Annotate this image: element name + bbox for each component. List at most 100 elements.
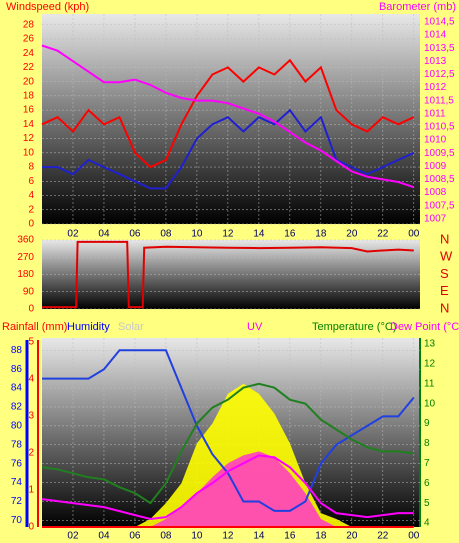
y2-tick-label: 1007,5 xyxy=(424,200,455,211)
uv-title: UV xyxy=(247,321,263,333)
y2-tick-label: N xyxy=(440,300,449,315)
y-tick-label: 180 xyxy=(17,269,34,280)
y2-tick-label: 6 xyxy=(424,478,430,489)
y-tick-label: 10 xyxy=(23,147,35,158)
x-tick-label: 20 xyxy=(346,531,358,542)
x-tick-label: 08 xyxy=(160,531,172,542)
y2-tick-label: 1013,5 xyxy=(424,43,455,54)
y-tick-label: 28 xyxy=(23,19,35,30)
x-tick-label: 02 xyxy=(67,229,79,240)
x-tick-label: 06 xyxy=(129,531,141,542)
y-tick-label: 76 xyxy=(11,458,23,469)
y3-tick-label: 2 xyxy=(28,448,34,459)
dewpoint-title: Dew Point (°C xyxy=(390,321,459,333)
y-tick-label: 18 xyxy=(23,91,35,102)
series-area xyxy=(42,451,414,527)
y-tick-label: 4 xyxy=(28,190,34,201)
y2-axis-title: Barometer (mb) xyxy=(379,1,456,13)
y2-tick-label: 1011,5 xyxy=(424,95,454,106)
y-axis-title: Windspeed (kph) xyxy=(6,1,89,13)
rain-title: Rainfall (mm) xyxy=(2,321,67,333)
y-tick-label: 82 xyxy=(11,402,23,413)
y-tick-label: 0 xyxy=(28,304,34,315)
x-tick-label: 10 xyxy=(191,229,203,240)
y-tick-label: 22 xyxy=(23,62,35,73)
y-tick-label: 74 xyxy=(11,477,23,488)
y-tick-label: 72 xyxy=(11,496,23,507)
y3-tick-label: 0 xyxy=(28,522,34,533)
x-tick-label: 22 xyxy=(377,229,389,240)
y2-tick-label: 1013 xyxy=(424,56,447,67)
x-tick-label: 18 xyxy=(315,531,327,542)
y-tick-label: 14 xyxy=(23,119,35,130)
y-tick-label: 270 xyxy=(17,252,34,263)
y-tick-label: 12 xyxy=(23,133,35,144)
x-tick-label: 16 xyxy=(284,229,296,240)
y2-tick-label: E xyxy=(440,283,449,298)
y-tick-label: 24 xyxy=(23,48,35,59)
x-tick-label: 16 xyxy=(284,531,296,542)
y-tick-label: 2 xyxy=(28,204,34,215)
solar-title: Solar xyxy=(118,321,144,333)
series-line xyxy=(41,58,415,169)
y3-tick-label: 4 xyxy=(28,373,34,384)
y-tick-label: 84 xyxy=(11,383,23,394)
humidity-title: Humidity xyxy=(67,321,110,333)
y-tick-label: 6 xyxy=(28,176,34,187)
y2-tick-label: 1008 xyxy=(424,187,447,198)
x-tick-label: 14 xyxy=(253,531,265,542)
y2-tick-label: 4 xyxy=(424,518,430,529)
y-tick-label: 86 xyxy=(11,364,23,375)
y-tick-label: 8 xyxy=(28,162,34,173)
x-tick-label: 14 xyxy=(253,229,265,240)
y2-tick-label: S xyxy=(440,266,449,281)
series-line xyxy=(41,44,415,189)
y2-tick-label: W xyxy=(440,249,453,264)
x-tick-label: 18 xyxy=(315,229,327,240)
y2-tick-label: 1014 xyxy=(424,30,447,41)
temperature-title: Temperature (°C) xyxy=(312,321,396,333)
y-tick-label: 20 xyxy=(23,76,35,87)
x-tick-label: 10 xyxy=(191,531,203,542)
y2-tick-label: 1012,5 xyxy=(424,69,455,80)
x-tick-label: 04 xyxy=(98,229,110,240)
y3-tick-label: 1 xyxy=(28,485,34,496)
series-line xyxy=(41,382,414,505)
y2-tick-label: 11 xyxy=(424,378,435,389)
y2-tick-label: 8 xyxy=(424,438,430,449)
y2-tick-label: 1010,5 xyxy=(424,122,455,133)
x-tick-label: 22 xyxy=(377,531,389,542)
y2-tick-label: 10 xyxy=(424,398,436,409)
y-tick-label: 0 xyxy=(28,219,34,230)
y-tick-label: 16 xyxy=(23,105,35,116)
x-tick-label: 08 xyxy=(160,229,172,240)
y2-tick-label: 9 xyxy=(424,418,430,429)
y2-tick-label: 1011 xyxy=(424,108,446,119)
series-line xyxy=(42,240,414,309)
x-tick-label: 12 xyxy=(222,531,234,542)
series-line xyxy=(42,108,415,190)
y2-tick-label: 1014,5 xyxy=(424,17,455,28)
y-tick-label: 80 xyxy=(11,421,23,432)
y2-tick-label: 13 xyxy=(424,339,436,350)
y2-tick-label: 1008,5 xyxy=(424,174,455,185)
series-line xyxy=(42,349,415,512)
y2-tick-label: 7 xyxy=(424,458,430,469)
y2-tick-label: 1009 xyxy=(424,161,447,172)
y-tick-label: 90 xyxy=(23,286,35,297)
x-tick-label: 06 xyxy=(129,229,141,240)
x-tick-label: 02 xyxy=(67,531,79,542)
y2-tick-label: 1009,5 xyxy=(424,148,455,159)
y2-tick-label: 1012 xyxy=(424,82,447,93)
y-tick-label: 360 xyxy=(17,235,34,246)
y2-tick-label: 5 xyxy=(424,498,430,509)
y-tick-label: 26 xyxy=(23,34,35,45)
x-tick-label: 00 xyxy=(408,531,420,542)
y3-tick-label: 3 xyxy=(28,410,34,421)
series-area xyxy=(42,383,414,527)
y-tick-label: 70 xyxy=(11,515,23,526)
y2-tick-label: 1007 xyxy=(424,213,447,224)
y2-tick-label: 1010 xyxy=(424,135,447,146)
y2-tick-label: 12 xyxy=(424,359,436,370)
